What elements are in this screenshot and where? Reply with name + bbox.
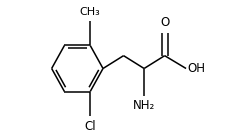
Text: NH₂: NH₂ <box>132 99 155 112</box>
Text: O: O <box>159 16 169 29</box>
Text: Cl: Cl <box>84 120 95 133</box>
Text: CH₃: CH₃ <box>79 7 100 17</box>
Text: OH: OH <box>187 62 205 75</box>
